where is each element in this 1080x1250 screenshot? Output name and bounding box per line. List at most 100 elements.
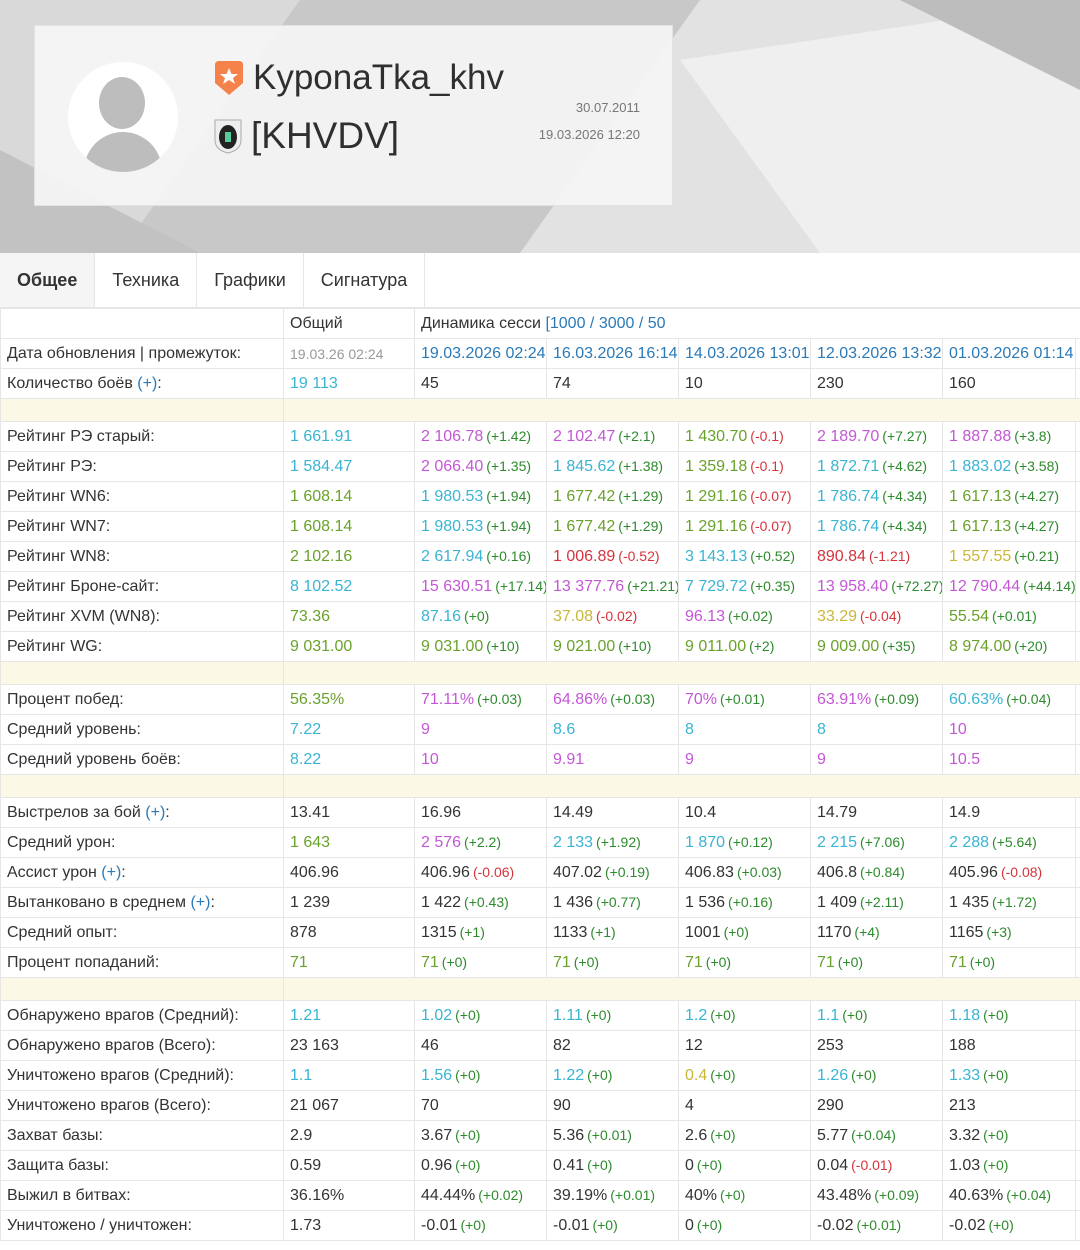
tab-vehicles[interactable]: Техника: [95, 253, 198, 307]
tab-charts[interactable]: Графики: [197, 253, 304, 307]
table-row: Количество боёв (+): 19 113 45 74 10 230 160: [0, 368, 1080, 399]
table-row: Средний опыт: 878 1315 (+1) 1133 (+1) 1001 (+0)…: [0, 917, 1080, 948]
session-value-cell: 87.16 (+0): [414, 601, 547, 632]
stat-value: 9 031.00: [421, 637, 484, 655]
overall-value-cell: 0.59: [283, 1150, 415, 1181]
stat-delta: (+0.02): [728, 607, 773, 624]
details-link[interactable]: (+): [137, 374, 158, 392]
session-value-cell: 12: [678, 1030, 811, 1061]
stat-value: 60.63%: [949, 690, 1004, 708]
session-value-cell: 90: [546, 1090, 679, 1121]
stat-delta: (+0): [585, 1006, 612, 1023]
session-date-link[interactable]: 19.03.2026 02:24: [414, 338, 547, 369]
stat-delta: (+4): [854, 923, 880, 940]
stat-delta: (+0): [587, 1066, 613, 1083]
table-row: Обнаружено врагов (Всего): 23 163 46 82 12 25…: [0, 1030, 1080, 1061]
row-label: Рейтинг WG:: [0, 631, 284, 662]
stat-value: 14.79: [817, 803, 858, 821]
stat-value: 5.36: [553, 1126, 585, 1144]
table-row: Выжил в битвах: 36.16% 44.44% (+0.02) 39.19%…: [0, 1180, 1080, 1211]
stat-delta: (+0): [705, 953, 732, 970]
overall-value-cell: 2 102.16: [283, 541, 415, 572]
stat-value: 1.33: [949, 1066, 981, 1084]
stat-delta: (+1): [459, 923, 485, 940]
stat-value: 2 102.47: [553, 427, 616, 445]
session-label: Динамика сесси: [421, 314, 541, 332]
cell-overflow: [1074, 511, 1080, 542]
clan-tag[interactable]: [KHVDV]: [251, 115, 400, 156]
stat-value: 1 430.70: [685, 427, 748, 445]
stat-delta: (+3.58): [1014, 457, 1060, 474]
session-value-cell: 1 786.74 (+4.34): [810, 481, 943, 512]
row-label-text: Рейтинг Броне-сайт:: [7, 577, 160, 595]
row-label: Выстрелов за бой (+):: [0, 797, 284, 828]
stat-value: 9: [421, 720, 430, 738]
table-row: Средний урон: 1 643 2 576 (+2.2) 2 133 (+1.92…: [0, 827, 1080, 858]
stat-value: 2 106.78: [421, 427, 484, 445]
stat-value: 406.83: [685, 863, 734, 881]
session-value-cell: -0.01 (+0): [414, 1210, 547, 1241]
cell-overflow: [1074, 827, 1080, 858]
separator-cell: [282, 774, 1080, 798]
session-date-link[interactable]: 12.03.2026 13:32: [810, 338, 943, 369]
session-value-cell: 2 215 (+7.06): [810, 827, 943, 858]
row-label-text: Выстрелов за бой: [7, 803, 141, 821]
stat-value: 71: [685, 953, 703, 971]
session-value-cell: 10: [678, 368, 811, 399]
stat-delta: (+0): [710, 1126, 736, 1143]
session-value-cell: 405.96 (-0.08): [942, 857, 1076, 888]
stat-delta: (+0.09): [874, 690, 920, 707]
stat-delta: (-0.02): [596, 607, 638, 624]
profile-header: KyponaTka_khv [KHVDV] 30.07.2011 19.03.2…: [0, 0, 1080, 253]
stat-value: 40.63%: [949, 1186, 1004, 1204]
stat-delta: (+1.29): [618, 487, 664, 504]
session-value-cell: 1.33 (+0): [942, 1060, 1076, 1091]
table-row: Захват базы: 2.9 3.67 (+0) 5.36 (+0.01) 2.6 (+0…: [0, 1120, 1080, 1151]
session-date-link[interactable]: 14.03.2026 13:01: [678, 338, 811, 369]
tab-bar: Общее Техника Графики Сигнатура: [0, 253, 1080, 308]
table-row: Выстрелов за бой (+): 13.41 16.96 14.49 10.4…: [0, 797, 1080, 828]
session-value-cell: 1 617.13 (+4.27): [942, 511, 1076, 542]
row-label-text: Захват базы:: [7, 1126, 103, 1144]
stat-delta: (+1.42): [486, 427, 532, 444]
overall-value-cell: 1 608.14: [283, 481, 415, 512]
tab-signature[interactable]: Сигнатура: [304, 253, 426, 307]
session-value-cell: 290: [810, 1090, 943, 1121]
session-value-cell: 9 021.00 (+10): [546, 631, 679, 662]
overall-value-cell: 1 239: [283, 887, 415, 918]
row-label: Процент попаданий:: [0, 947, 284, 978]
session-value-cell: 13 958.40 (+72.27): [810, 571, 943, 602]
overall-value-cell: 9 031.00: [283, 631, 415, 662]
stat-value: 71: [290, 953, 308, 971]
overall-value-cell: 1 643: [283, 827, 415, 858]
overall-value-cell: 406.96: [283, 857, 415, 888]
session-value-cell: 1 436 (+0.77): [546, 887, 679, 918]
table-row: Защита базы: 0.59 0.96 (+0) 0.41 (+0) 0 (+0) 0.0…: [0, 1150, 1080, 1181]
stat-value: 1165: [949, 923, 984, 941]
stat-delta: (+0): [441, 953, 468, 970]
stat-delta: (-0.01): [851, 1156, 893, 1173]
table-row: Средний уровень боёв: 8.22 10 9.91 9 9 10.5: [0, 744, 1080, 775]
clan-row[interactable]: [KHVDV]: [213, 115, 399, 157]
tab-general[interactable]: Общее: [0, 253, 96, 307]
row-label: Рейтинг РЭ старый:: [0, 421, 284, 452]
details-link[interactable]: (+): [101, 863, 122, 881]
session-value-cell: 2 106.78 (+1.42): [414, 421, 547, 452]
row-label: Рейтинг WN6:: [0, 481, 284, 512]
stat-value: 96.13: [685, 607, 726, 625]
stat-value: 1 786.74: [817, 517, 880, 535]
details-link[interactable]: (+): [190, 893, 211, 911]
stat-value: 14.9: [949, 803, 981, 821]
row-label-text: Рейтинг РЭ старый:: [7, 427, 155, 445]
stat-value: 1 557.55: [949, 547, 1012, 565]
stat-value: 1170: [817, 923, 852, 941]
stat-delta: (+0): [455, 1006, 481, 1023]
stat-value: 1.56: [421, 1066, 453, 1084]
session-period-link[interactable]: [1000 / 3000 / 50: [545, 314, 666, 332]
session-date-link[interactable]: 16.03.2026 16:14: [546, 338, 679, 369]
session-value-cell: 9 011.00 (+2): [678, 631, 811, 662]
details-link[interactable]: (+): [145, 803, 166, 821]
session-date-link[interactable]: 01.03.2026 01:14: [942, 338, 1076, 369]
stats-table: Общий Динамика сесси [1000 / 3000 / 50 Д…: [0, 308, 1080, 1241]
session-value-cell: 14.9: [942, 797, 1076, 828]
